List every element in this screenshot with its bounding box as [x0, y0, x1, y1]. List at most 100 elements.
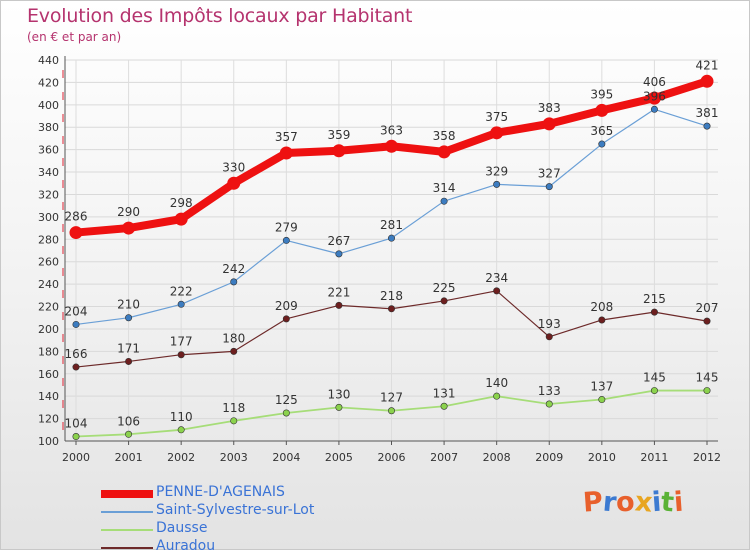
logo-letter: i — [673, 486, 685, 519]
data-label: 298 — [170, 196, 193, 210]
y-tick-label: 440 — [38, 54, 59, 67]
data-point — [437, 145, 451, 159]
data-label: 406 — [643, 75, 666, 89]
data-label: 106 — [117, 414, 140, 428]
legend-swatch — [101, 547, 153, 549]
data-label: 209 — [275, 299, 298, 313]
data-label: 327 — [538, 167, 561, 181]
x-tick-label: 2011 — [640, 451, 668, 464]
y-tick-label: 160 — [38, 368, 59, 381]
data-label: 193 — [538, 317, 561, 331]
data-label: 215 — [643, 292, 666, 306]
data-label: 359 — [327, 128, 350, 142]
data-label: 140 — [485, 376, 508, 390]
data-point — [700, 74, 714, 88]
grid — [65, 59, 718, 442]
data-point — [440, 197, 448, 205]
y-tick-label: 360 — [38, 144, 59, 157]
data-point — [440, 402, 448, 410]
y-tick-label: 120 — [38, 413, 59, 426]
data-point — [125, 357, 133, 365]
data-label: 363 — [380, 123, 403, 137]
data-labels: 286 290 298 330 357 359 363 358 375 383 395 406 421 2… — [65, 58, 719, 430]
data-point — [72, 320, 80, 328]
data-point — [598, 140, 606, 148]
x-tick-label: 2008 — [483, 451, 511, 464]
proxiti-logo: Proxiti — [582, 486, 685, 519]
data-label: 357 — [275, 130, 298, 144]
data-label: 225 — [433, 281, 456, 295]
data-point — [72, 363, 80, 371]
data-point — [595, 103, 609, 117]
data-label: 133 — [538, 384, 561, 398]
data-label: 131 — [433, 386, 456, 400]
y-tick-label: 280 — [38, 233, 59, 246]
data-point — [493, 180, 501, 188]
data-point — [227, 176, 241, 190]
data-label: 166 — [65, 347, 88, 361]
data-point — [230, 417, 238, 425]
x-tick-label: 2007 — [430, 451, 458, 464]
y-tick-label: 380 — [38, 121, 59, 134]
data-point — [385, 139, 398, 153]
data-point — [598, 316, 606, 324]
x-tick-label: 2003 — [220, 451, 248, 464]
data-label: 279 — [275, 220, 298, 234]
data-point — [282, 409, 290, 417]
y-tick-label: 420 — [38, 76, 59, 89]
data-label: 421 — [696, 58, 719, 72]
data-point — [650, 387, 658, 395]
data-point — [125, 314, 133, 322]
data-point — [545, 400, 553, 408]
data-point — [650, 308, 658, 316]
data-point — [703, 387, 711, 395]
data-label: 177 — [170, 335, 193, 349]
x-tick-label: 2012 — [693, 451, 721, 464]
data-point — [703, 122, 711, 130]
data-label: 234 — [485, 271, 508, 285]
data-point — [282, 315, 290, 323]
x-tick-label: 2004 — [272, 451, 300, 464]
data-label: 145 — [696, 371, 719, 385]
data-label: 171 — [117, 341, 140, 355]
x-tick-label: 2006 — [378, 451, 406, 464]
data-point — [545, 333, 553, 341]
data-label: 329 — [485, 164, 508, 178]
data-point — [174, 212, 188, 226]
y-tick-label: 100 — [38, 435, 59, 448]
data-point — [122, 221, 136, 235]
data-label: 395 — [590, 87, 613, 101]
data-point — [282, 236, 290, 244]
data-label: 286 — [65, 210, 88, 224]
y-tick-label: 180 — [38, 345, 59, 358]
legend-swatch — [101, 490, 153, 498]
y-tick-label: 300 — [38, 211, 59, 224]
data-point — [387, 407, 395, 415]
data-label: 218 — [380, 289, 403, 303]
x-tick-label: 2002 — [167, 451, 195, 464]
y-tick-label: 400 — [38, 99, 59, 112]
data-point — [279, 146, 293, 160]
y-tick-label: 140 — [38, 390, 59, 403]
logo-letter: o — [615, 486, 636, 519]
chart-subtitle: (en € et par an) — [27, 30, 122, 44]
y-tick-label: 340 — [38, 166, 59, 179]
data-point — [493, 287, 501, 295]
data-point — [493, 392, 501, 400]
series — [69, 74, 714, 441]
data-label: 145 — [643, 371, 666, 385]
data-point — [440, 297, 448, 305]
data-point — [387, 305, 395, 313]
data-label: 110 — [170, 410, 193, 424]
data-point — [335, 403, 343, 411]
data-label: 281 — [380, 218, 403, 232]
legend-label: Saint-Sylvestre-sur-Lot — [156, 502, 315, 518]
data-label: 125 — [275, 393, 298, 407]
data-label: 210 — [117, 298, 140, 312]
data-point — [177, 300, 185, 308]
data-label: 127 — [380, 391, 403, 405]
data-point — [332, 144, 346, 158]
data-label: 180 — [222, 331, 245, 345]
data-label: 204 — [65, 304, 88, 318]
